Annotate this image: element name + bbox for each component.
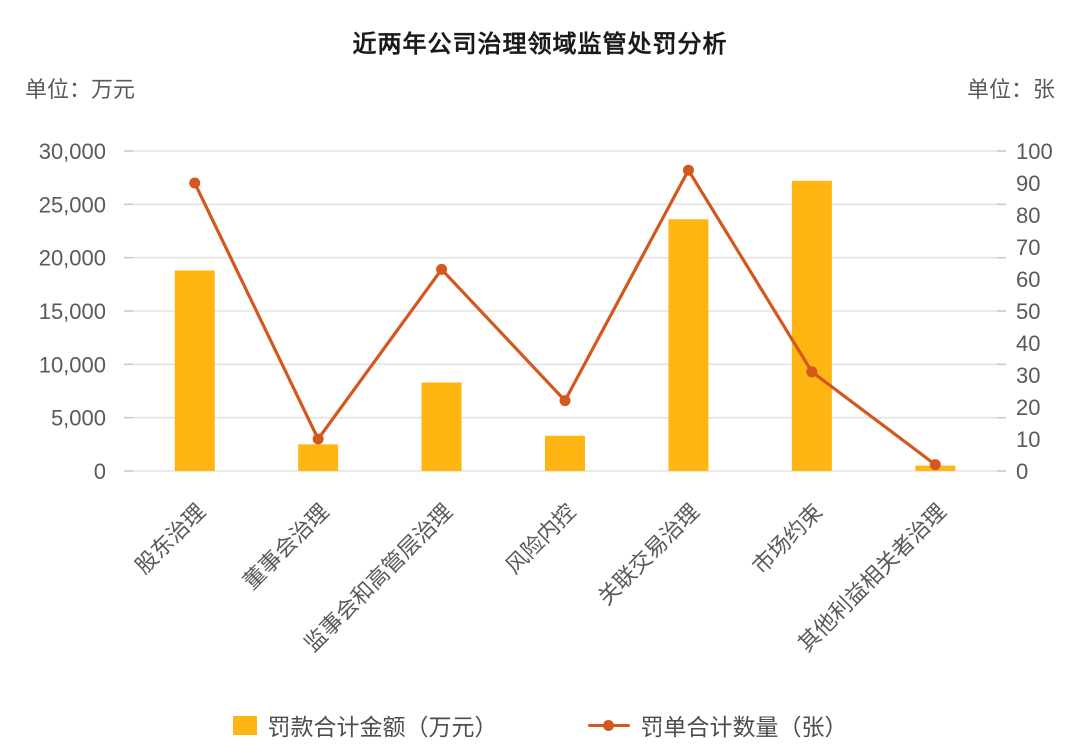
right-axis-labels: 0 10 20 30 40 50 60 70 80 90 100 <box>1016 139 1053 484</box>
right-axis-tick-label: 30 <box>1016 363 1040 388</box>
line-series <box>189 164 941 471</box>
x-axis-label-5: 市场约束 <box>747 499 827 579</box>
legend-item-ticket-count: 罚单合计数量（张） <box>587 708 848 742</box>
right-axis-tick-label: 0 <box>1016 459 1028 484</box>
x-axis-label-4: 关联交易治理 <box>593 499 704 610</box>
x-axis-label-0: 股东治理 <box>130 499 210 579</box>
right-axis-tick-label: 20 <box>1016 395 1040 420</box>
x-axis-label-1: 董事会治理 <box>238 499 333 594</box>
line-point-4 <box>682 164 694 176</box>
right-axis-tick-label: 60 <box>1016 267 1040 292</box>
right-axis-tick-label: 40 <box>1016 331 1040 356</box>
bar-series <box>174 180 956 471</box>
line-point-0 <box>189 177 201 189</box>
right-axis-tick-label: 10 <box>1016 427 1040 452</box>
bar-1 <box>298 444 339 471</box>
chart-title: 近两年公司治理领域监管处罚分析 <box>352 31 728 58</box>
left-axis-unit-label: 单位：万元 <box>25 77 136 102</box>
left-axis-tick-label: 5,000 <box>51 406 106 431</box>
legend-label-ticket-count: 罚单合计数量（张） <box>640 714 848 740</box>
right-axis-tick-label: 70 <box>1016 235 1040 260</box>
line-point-5 <box>806 366 818 378</box>
bar-5 <box>791 180 832 471</box>
right-axis-tick-label: 100 <box>1016 139 1053 164</box>
bar-swatch-icon <box>232 715 257 735</box>
right-axis-tick-label: 90 <box>1016 171 1040 196</box>
line-point-3 <box>559 395 571 407</box>
bar-0 <box>174 270 215 471</box>
bar-3 <box>545 435 585 471</box>
bar-2 <box>421 382 462 471</box>
left-axis-tick-label: 10,000 <box>39 352 106 377</box>
bar-4 <box>668 219 709 471</box>
right-axis-unit-label: 单位：张 <box>966 77 1055 102</box>
line-point-1 <box>312 433 324 445</box>
left-axis-tick-label: 15,000 <box>39 299 106 324</box>
chart-legend: 罚款合计金额（万元） 罚单合计数量（张） <box>0 708 1080 742</box>
x-axis-label-3: 风险内控 <box>501 499 581 579</box>
legend-item-fine-amount: 罚款合计金额（万元） <box>232 708 498 742</box>
left-axis-labels: 0 5,000 10,000 15,000 20,000 25,000 30,000 <box>39 139 106 484</box>
left-axis-tick-label: 0 <box>94 459 106 484</box>
left-axis-tick-label: 30,000 <box>39 139 106 164</box>
line-point-6 <box>929 459 941 471</box>
line-dot-marker-icon <box>587 719 630 731</box>
left-axis-tick-label: 25,000 <box>39 192 106 217</box>
right-axis-tick-label: 50 <box>1016 299 1040 324</box>
gridlines <box>124 150 1006 472</box>
left-axis-tick-label: 20,000 <box>39 246 106 271</box>
right-axis-tick-label: 80 <box>1016 203 1040 228</box>
legend-label-fine-amount: 罚款合计金额（万元） <box>267 714 498 740</box>
line-point-2 <box>436 263 448 275</box>
